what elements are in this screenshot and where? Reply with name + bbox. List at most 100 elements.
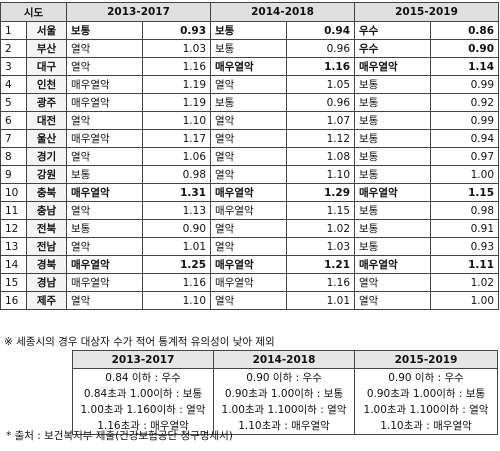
grade-2013-2017: 보통 — [66, 21, 144, 40]
table-row: 7 울산 매우열악 1.17 열악 1.12 보통 0.94 — [0, 129, 500, 148]
grade-2013-2017: 보통 — [66, 165, 144, 184]
region-name: 제주 — [25, 291, 68, 310]
table-row: 6 대전 열악 1.10 열악 1.07 보통 0.99 — [0, 111, 500, 130]
value-2015-2019: 0.91 — [430, 219, 500, 238]
criteria-period-header: 2014-2018 — [213, 350, 355, 369]
row-number: 5 — [0, 93, 27, 112]
table-row: 15 경남 매우열악 1.16 매우열악 1.16 열악 1.02 — [0, 273, 500, 292]
grade-2013-2017: 열악 — [66, 237, 144, 256]
grade-2014-2018: 매우열악 — [210, 201, 288, 220]
region-name: 인천 — [25, 75, 68, 94]
value-2013-2017: 1.10 — [142, 111, 212, 130]
value-2014-2018: 0.96 — [286, 39, 356, 58]
value-2014-2018: 1.21 — [286, 255, 356, 274]
region-name: 대구 — [25, 57, 68, 76]
exclusion-note: ※ 세종시의 경우 대상자 수가 적어 통계적 유의성이 낮아 제외 — [4, 336, 275, 348]
value-2013-2017: 1.01 — [142, 237, 212, 256]
criteria-line: 0.84초과 1.00이하 : 보통 — [83, 388, 203, 400]
grade-2014-2018: 보통 — [210, 21, 288, 40]
table-row: 13 전남 열악 1.01 열악 1.03 보통 0.93 — [0, 237, 500, 256]
value-2015-2019: 0.98 — [430, 201, 500, 220]
criteria-line: 0.90초과 1.00이하 : 보통 — [366, 388, 486, 400]
grade-2013-2017: 매우열악 — [66, 273, 144, 292]
grade-2013-2017: 열악 — [66, 111, 144, 130]
value-2014-2018: 1.12 — [286, 129, 356, 148]
grade-2013-2017: 매우열악 — [66, 255, 144, 274]
value-2014-2018: 1.10 — [286, 165, 356, 184]
criteria-period-header: 2013-2017 — [72, 350, 214, 369]
grade-2014-2018: 보통 — [210, 39, 288, 58]
region-name: 부산 — [25, 39, 68, 58]
region-name: 대전 — [25, 111, 68, 130]
row-number: 2 — [0, 39, 27, 58]
region-name: 울산 — [25, 129, 68, 148]
grade-2014-2018: 열악 — [210, 129, 288, 148]
value-2013-2017: 1.16 — [142, 57, 212, 76]
row-number: 13 — [0, 237, 27, 256]
grade-2014-2018: 열악 — [210, 147, 288, 166]
grade-2015-2019: 보통 — [354, 93, 432, 112]
row-number: 3 — [0, 57, 27, 76]
value-2015-2019: 0.94 — [430, 129, 500, 148]
source-note: * 출처 : 보건복지부 제출(건강보험공단 청구명세서) — [6, 430, 233, 442]
value-2014-2018: 0.96 — [286, 93, 356, 112]
criteria-line: 0.84 이하 : 우수 — [105, 372, 181, 384]
row-number: 12 — [0, 219, 27, 238]
grade-2014-2018: 열악 — [210, 75, 288, 94]
criteria-line: 1.16초과 : 매우열악 — [97, 420, 189, 432]
value-2015-2019: 1.02 — [430, 273, 500, 292]
value-2013-2017: 0.93 — [142, 21, 212, 40]
grade-2013-2017: 매우열악 — [66, 129, 144, 148]
grade-2013-2017: 매우열악 — [66, 75, 144, 94]
value-2015-2019: 1.14 — [430, 57, 500, 76]
table-row: 3 대구 열악 1.16 매우열악 1.16 매우열악 1.14 — [0, 57, 500, 76]
value-2015-2019: 0.97 — [430, 147, 500, 166]
value-2015-2019: 0.99 — [430, 75, 500, 94]
grade-2015-2019: 매우열악 — [354, 57, 432, 76]
grade-2015-2019: 우수 — [354, 21, 432, 40]
criteria-body-row: 0.84 이하 : 우수 0.84초과 1.00이하 : 보통 1.00초과 1… — [72, 368, 498, 435]
grade-2014-2018: 열악 — [210, 291, 288, 310]
value-2014-2018: 1.01 — [286, 291, 356, 310]
region-name: 서울 — [25, 21, 68, 40]
grade-2015-2019: 보통 — [354, 129, 432, 148]
grade-2013-2017: 열악 — [66, 39, 144, 58]
value-2014-2018: 1.16 — [286, 57, 356, 76]
criteria-cell: 0.90 이하 : 우수 0.90초과 1.00이하 : 보통 1.00초과 1… — [213, 368, 355, 435]
region-name: 광주 — [25, 93, 68, 112]
row-number: 4 — [0, 75, 27, 94]
value-2014-2018: 1.08 — [286, 147, 356, 166]
header-region: 시도 — [0, 2, 68, 22]
criteria-line: 0.90초과 1.00이하 : 보통 — [224, 388, 344, 400]
value-2014-2018: 1.07 — [286, 111, 356, 130]
table-row: 4 인천 매우열악 1.19 열악 1.05 보통 0.99 — [0, 75, 500, 94]
grade-2013-2017: 보통 — [66, 219, 144, 238]
grade-2014-2018: 매우열악 — [210, 273, 288, 292]
criteria-header-row: 2013-2017 2014-2018 2015-2019 — [72, 350, 498, 369]
region-name: 경남 — [25, 273, 68, 292]
header-period-2014-2018: 2014-2018 — [210, 2, 356, 22]
value-2013-2017: 1.31 — [142, 183, 212, 202]
grade-2014-2018: 열악 — [210, 165, 288, 184]
row-number: 10 — [0, 183, 27, 202]
value-2014-2018: 1.16 — [286, 273, 356, 292]
value-2015-2019: 1.00 — [430, 291, 500, 310]
value-2014-2018: 1.29 — [286, 183, 356, 202]
value-2014-2018: 1.15 — [286, 201, 356, 220]
value-2013-2017: 1.16 — [142, 273, 212, 292]
table-row: 1 서울 보통 0.93 보통 0.94 우수 0.86 — [0, 21, 500, 40]
grade-2015-2019: 보통 — [354, 219, 432, 238]
row-number: 1 — [0, 21, 27, 40]
row-number: 16 — [0, 291, 27, 310]
criteria-line: 0.90 이하 : 우수 — [246, 372, 322, 384]
criteria-period-header: 2015-2019 — [354, 350, 498, 369]
criteria-line: 1.00초과 1.160이하 : 열악 — [80, 404, 206, 416]
region-name: 충북 — [25, 183, 68, 202]
value-2015-2019: 1.15 — [430, 183, 500, 202]
row-number: 15 — [0, 273, 27, 292]
row-number: 8 — [0, 147, 27, 166]
grade-2015-2019: 매우열악 — [354, 183, 432, 202]
table-row: 16 제주 열악 1.10 열악 1.01 열악 1.00 — [0, 291, 500, 310]
grade-2015-2019: 보통 — [354, 237, 432, 256]
